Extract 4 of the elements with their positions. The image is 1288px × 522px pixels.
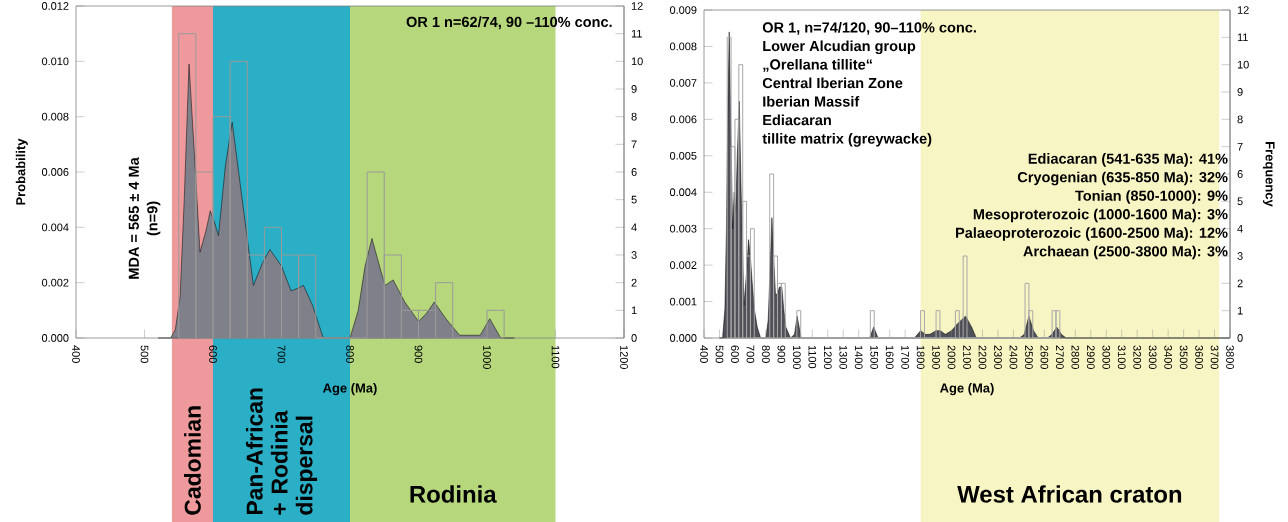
band-label: Cadomian bbox=[184, 406, 201, 515]
band-label: West African craton bbox=[957, 485, 1182, 503]
band-label: Rodinia bbox=[410, 485, 497, 503]
band-label: Pan-African + Rodinia dispersal bbox=[245, 388, 318, 515]
